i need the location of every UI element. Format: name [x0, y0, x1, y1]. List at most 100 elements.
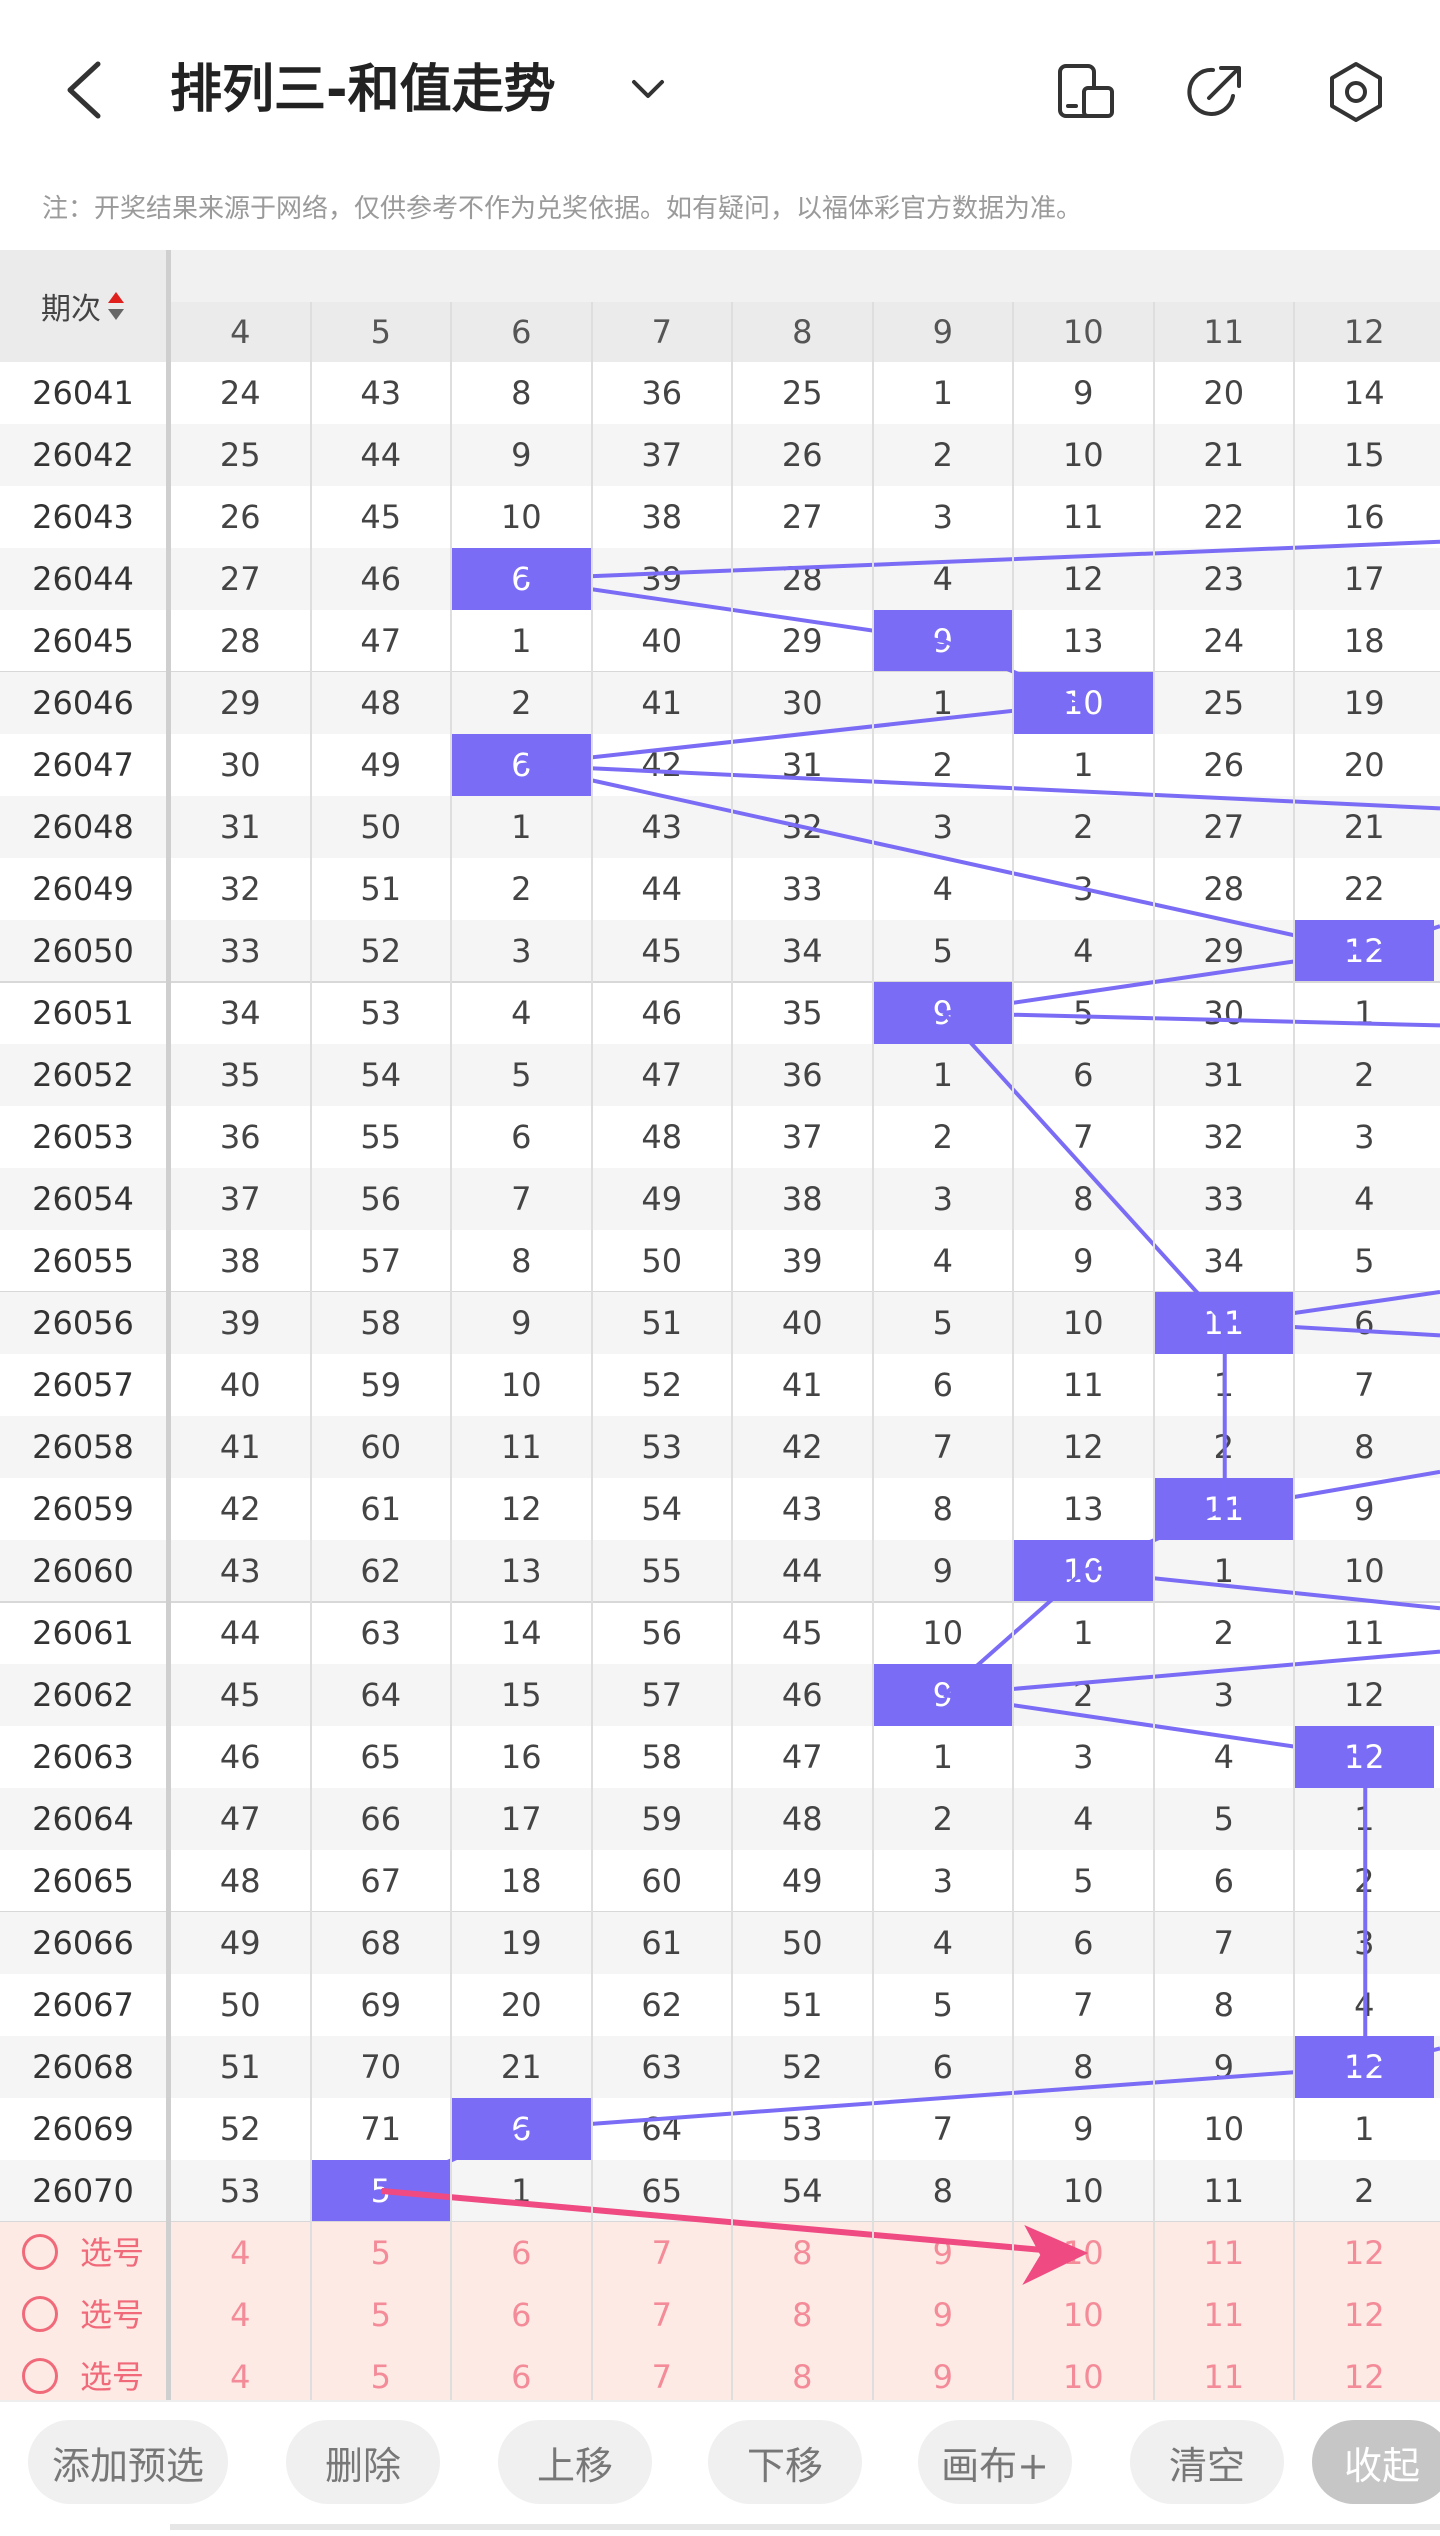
omission-cell: 71 — [360, 2110, 402, 2148]
pick-cell[interactable]: 6 — [511, 2296, 532, 2334]
pick-cell[interactable]: 8 — [792, 2296, 813, 2334]
column-header-11: 11 — [1203, 313, 1245, 351]
omission-cell: 49 — [781, 1862, 823, 1900]
pick-cell[interactable]: 6 — [511, 2234, 532, 2272]
omission-cell: 12 — [1062, 1428, 1104, 1466]
pick-cell[interactable]: 4 — [230, 2358, 251, 2396]
collapse-button[interactable]: 收起 — [1312, 2420, 1440, 2504]
pick-cell[interactable]: 12 — [1343, 2358, 1385, 2396]
omission-cell: 47 — [781, 1738, 823, 1776]
omission-cell: 46 — [360, 560, 402, 598]
omission-cell: 7 — [511, 1180, 532, 1218]
column-divider — [731, 302, 733, 2452]
pick-cell[interactable]: 5 — [370, 2234, 391, 2272]
clear-button[interactable]: 清空 — [1130, 2420, 1284, 2504]
move-up-button[interactable]: 上移 — [498, 2420, 652, 2504]
pick-cell[interactable]: 12 — [1343, 2296, 1385, 2334]
omission-cell: 47 — [360, 622, 402, 660]
omission-cell: 18 — [500, 1862, 542, 1900]
omission-cell: 20 — [1343, 746, 1385, 784]
hit-cell: 6 — [452, 734, 591, 796]
pick-cell[interactable]: 6 — [511, 2358, 532, 2396]
add-preselect-button[interactable]: 添加预选 — [28, 2420, 228, 2504]
trend-table: 期次 4 5 6 7 8 9 10 11 12 26041 24 43 8 36 25 1 9 20 14 2604… — [0, 250, 1440, 2452]
omission-cell: 70 — [360, 2048, 402, 2086]
trend-line-segment — [522, 2065, 1366, 2131]
pick-cell[interactable]: 7 — [651, 2296, 672, 2334]
omission-cell: 24 — [219, 374, 261, 412]
pick-cell[interactable]: 4 — [230, 2234, 251, 2272]
issue-number: 26065 — [32, 1862, 134, 1900]
canvas-plus-button[interactable]: 画布+ — [918, 2420, 1072, 2504]
delete-button[interactable]: 删除 — [286, 2420, 440, 2504]
pick-cell[interactable]: 11 — [1203, 2358, 1245, 2396]
chevron-down-icon[interactable] — [628, 70, 668, 110]
table-header-top-band — [170, 250, 1440, 302]
pick-cell[interactable]: 11 — [1203, 2296, 1245, 2334]
omission-cell: 39 — [781, 1242, 823, 1280]
issue-number: 26070 — [32, 2172, 134, 2210]
pick-cell[interactable]: 10 — [1062, 2296, 1104, 2334]
hexagon-settings-icon[interactable] — [1324, 60, 1388, 124]
pick-cell[interactable]: 9 — [932, 2358, 953, 2396]
omission-cell: 45 — [781, 1614, 823, 1652]
bottom-toolbar: 添加预选 删除 上移 下移 画布+ 清空 收起 — [0, 2400, 1440, 2536]
omission-cell: 29 — [781, 622, 823, 660]
hit-cell: 9 — [873, 1664, 1012, 1726]
move-down-button[interactable]: 下移 — [708, 2420, 862, 2504]
omission-cell: 25 — [781, 374, 823, 412]
pick-cell[interactable]: 8 — [792, 2358, 813, 2396]
issue-number: 26058 — [32, 1428, 134, 1466]
page-title[interactable]: 排列三-和值走势 — [170, 60, 556, 120]
pick-cell[interactable]: 7 — [651, 2234, 672, 2272]
pick-cell[interactable]: 8 — [792, 2234, 813, 2272]
omission-cell: 2 — [1354, 1056, 1375, 1094]
omission-cell: 13 — [1062, 622, 1104, 660]
omission-cell: 69 — [360, 1986, 402, 2024]
omission-cell: 55 — [360, 1118, 402, 1156]
omission-cell: 63 — [360, 1614, 402, 1652]
issue-column-header[interactable]: 期次 — [0, 250, 166, 362]
omission-cell: 43 — [781, 1490, 823, 1528]
back-arrow-icon[interactable] — [58, 58, 112, 122]
issue-number: 26069 — [32, 2110, 134, 2148]
pick-cell[interactable]: 10 — [1062, 2358, 1104, 2396]
radio-circle-icon[interactable] — [22, 2296, 58, 2332]
omission-cell: 37 — [219, 1180, 261, 1218]
radio-circle-icon[interactable] — [22, 2358, 58, 2394]
omission-cell: 65 — [360, 1738, 402, 1776]
pick-cell[interactable]: 5 — [370, 2358, 391, 2396]
pick-cell[interactable]: 12 — [1343, 2234, 1385, 2272]
omission-cell: 66 — [360, 1800, 402, 1838]
pick-cell[interactable]: 7 — [651, 2358, 672, 2396]
omission-cell: 40 — [781, 1304, 823, 1342]
pick-cell[interactable]: 11 — [1203, 2234, 1245, 2272]
pick-cell[interactable]: 9 — [932, 2296, 953, 2334]
omission-cell: 20 — [1203, 374, 1245, 412]
phone-device-icon[interactable] — [1054, 60, 1118, 124]
pick-cell[interactable]: 5 — [370, 2296, 391, 2334]
omission-cell: 5 — [932, 1986, 953, 2024]
omission-cell: 36 — [641, 374, 683, 412]
sort-updown-icon[interactable] — [107, 290, 125, 322]
omission-cell: 51 — [781, 1986, 823, 2024]
omission-cell: 52 — [781, 2048, 823, 2086]
issue-number: 26063 — [32, 1738, 134, 1776]
pick-cell[interactable]: 4 — [230, 2296, 251, 2334]
omission-cell: 60 — [641, 1862, 683, 1900]
omission-cell: 9 — [1073, 374, 1094, 412]
omission-cell: 54 — [641, 1490, 683, 1528]
omission-cell: 17 — [500, 1800, 542, 1838]
share-arrow-icon[interactable] — [1183, 60, 1247, 124]
omission-cell: 43 — [641, 808, 683, 846]
omission-cell: 9 — [511, 1304, 532, 1342]
issue-number: 26048 — [32, 808, 134, 846]
radio-circle-icon[interactable] — [22, 2234, 58, 2270]
omission-cell: 7 — [1073, 1118, 1094, 1156]
omission-cell: 53 — [360, 994, 402, 1032]
table-row: 26049325124433432822 — [0, 858, 1440, 920]
